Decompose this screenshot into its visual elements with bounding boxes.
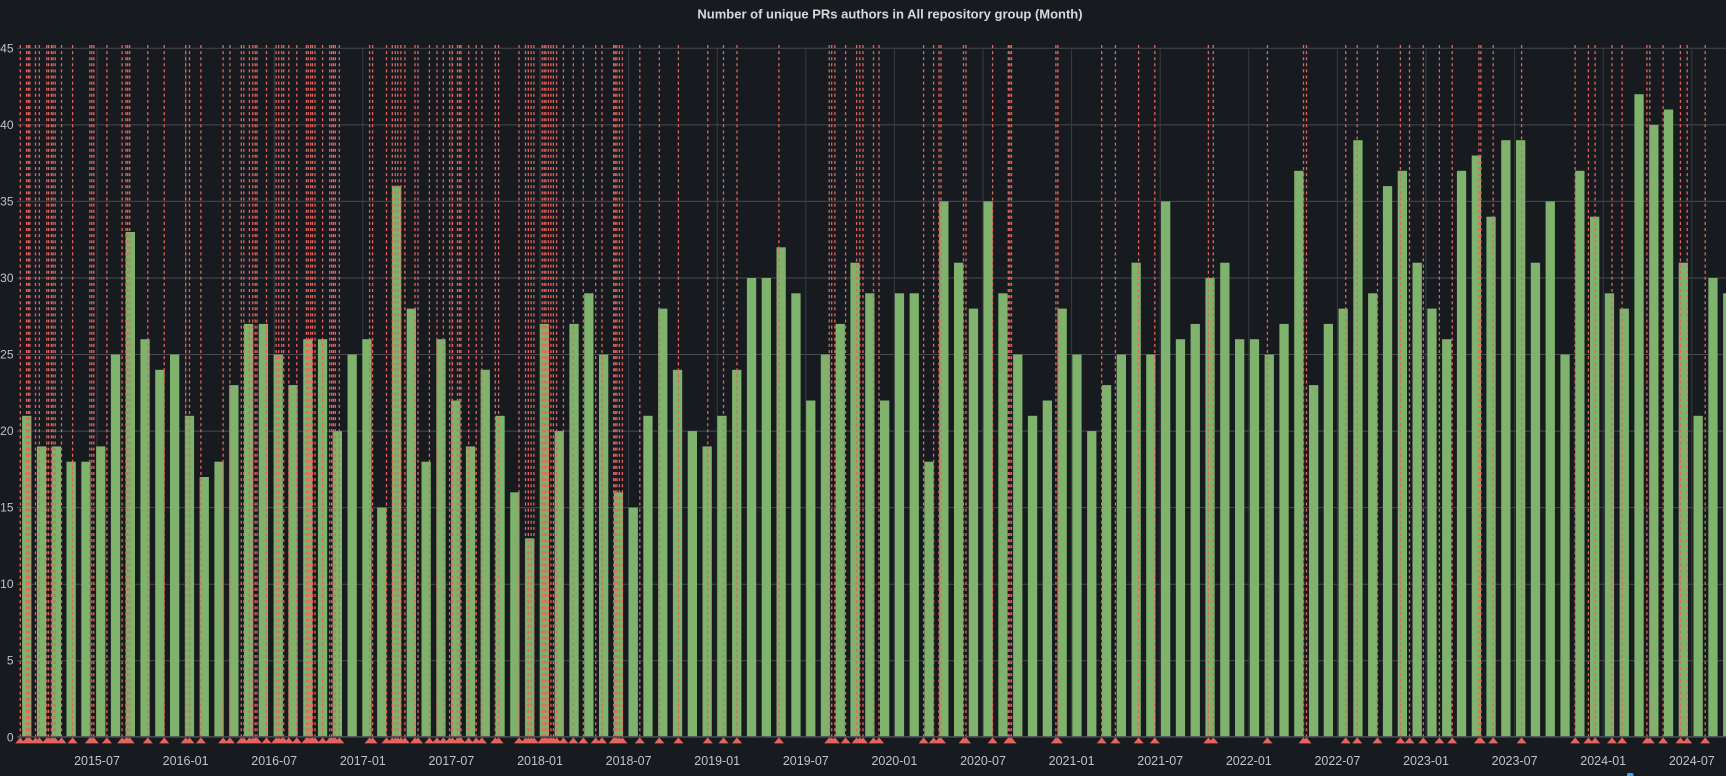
- svg-text:15: 15: [0, 501, 14, 515]
- svg-text:40: 40: [0, 118, 14, 132]
- svg-text:5: 5: [7, 654, 14, 668]
- svg-text:25: 25: [0, 348, 14, 362]
- svg-text:2020-07: 2020-07: [960, 754, 1006, 768]
- svg-text:2018-01: 2018-01: [517, 754, 563, 768]
- svg-text:2021-01: 2021-01: [1049, 754, 1095, 768]
- svg-text:2017-07: 2017-07: [428, 754, 474, 768]
- svg-text:2018-07: 2018-07: [606, 754, 652, 768]
- svg-text:20: 20: [0, 424, 14, 438]
- svg-text:2024-01: 2024-01: [1580, 754, 1626, 768]
- svg-text:0: 0: [7, 730, 14, 744]
- svg-text:2019-07: 2019-07: [783, 754, 829, 768]
- svg-text:2015-07: 2015-07: [74, 754, 120, 768]
- svg-text:2016-01: 2016-01: [163, 754, 209, 768]
- svg-text:2016-07: 2016-07: [251, 754, 297, 768]
- svg-text:30: 30: [0, 271, 14, 285]
- svg-text:35: 35: [0, 194, 14, 208]
- svg-text:Number of unique PRs authors i: Number of unique PRs authors in All repo…: [697, 7, 1082, 22]
- svg-text:2022-01: 2022-01: [1226, 754, 1272, 768]
- svg-text:2019-01: 2019-01: [694, 754, 740, 768]
- svg-text:2020-01: 2020-01: [871, 754, 917, 768]
- svg-text:10: 10: [0, 577, 14, 591]
- svg-text:2024-07: 2024-07: [1669, 754, 1715, 768]
- svg-text:2022-07: 2022-07: [1314, 754, 1360, 768]
- svg-text:45: 45: [0, 41, 14, 55]
- svg-text:2021-07: 2021-07: [1137, 754, 1183, 768]
- svg-text:2017-01: 2017-01: [340, 754, 386, 768]
- svg-text:2023-07: 2023-07: [1492, 754, 1538, 768]
- svg-text:2023-01: 2023-01: [1403, 754, 1449, 768]
